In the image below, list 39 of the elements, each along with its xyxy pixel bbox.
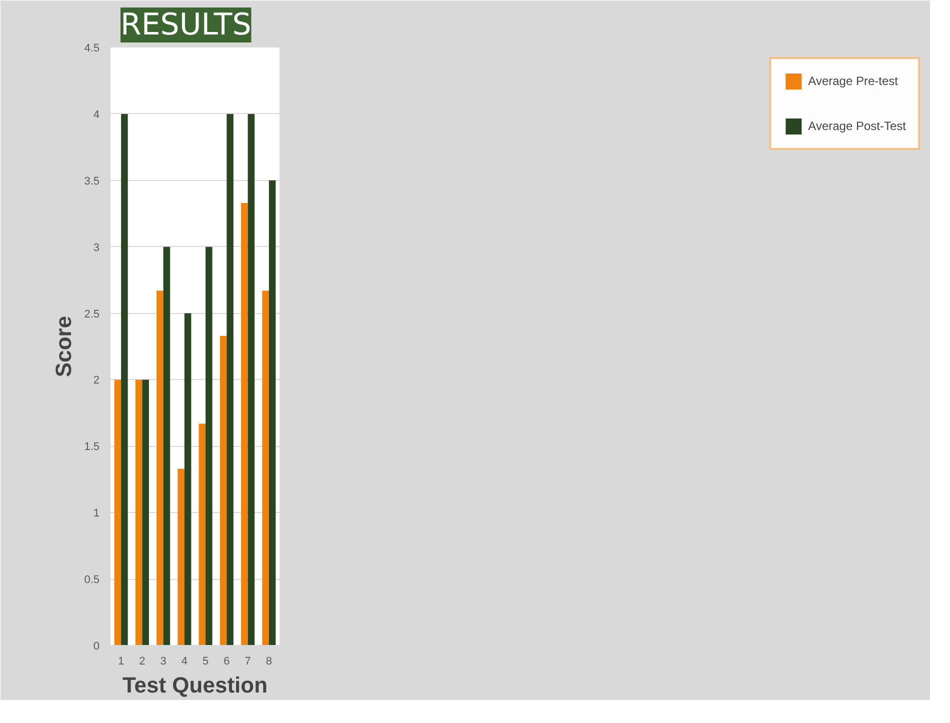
bar	[226, 114, 234, 646]
bar	[184, 313, 192, 646]
y-tick-label: 0	[93, 640, 100, 652]
x-tick-label: 5	[202, 656, 209, 668]
x-axis-title: Test Question	[122, 672, 268, 698]
legend-label: Average Pre-test	[808, 74, 898, 88]
x-tick-label: 7	[244, 656, 251, 668]
x-tick-label: 1	[118, 656, 124, 668]
y-tick-label: 3	[93, 242, 100, 254]
bar	[142, 380, 149, 646]
y-tick-label: 3.5	[84, 175, 100, 188]
y-tick-label: 2	[93, 374, 100, 387]
bar	[268, 180, 276, 646]
bar	[114, 380, 122, 646]
bar	[178, 468, 184, 646]
bar	[220, 336, 227, 646]
x-tick-label: 6	[224, 656, 230, 668]
y-tick-label: 1.5	[84, 441, 100, 454]
bar	[241, 202, 248, 646]
bar	[156, 290, 164, 646]
x-tick-label: 3	[160, 656, 166, 668]
bar	[262, 290, 269, 646]
bar	[135, 380, 142, 646]
y-tick-label: 4.5	[84, 42, 100, 54]
bar	[163, 246, 170, 646]
y-tick-label: 2.5	[84, 308, 100, 320]
y-tick-label: 1	[93, 508, 100, 520]
y-tick-label: 0.5	[84, 574, 100, 586]
legend-label: Average Post-Test	[808, 119, 906, 133]
chart-title: RESULTS	[120, 8, 252, 42]
bar	[198, 424, 206, 646]
bar	[206, 246, 212, 646]
y-tick-label: 4	[93, 108, 100, 121]
x-tick-label: 2	[139, 656, 146, 668]
x-tick-label: 4	[181, 656, 188, 668]
y-axis-title: Score	[51, 316, 76, 378]
x-tick-label: 8	[266, 656, 272, 668]
bar	[121, 114, 128, 646]
bar	[248, 114, 255, 646]
